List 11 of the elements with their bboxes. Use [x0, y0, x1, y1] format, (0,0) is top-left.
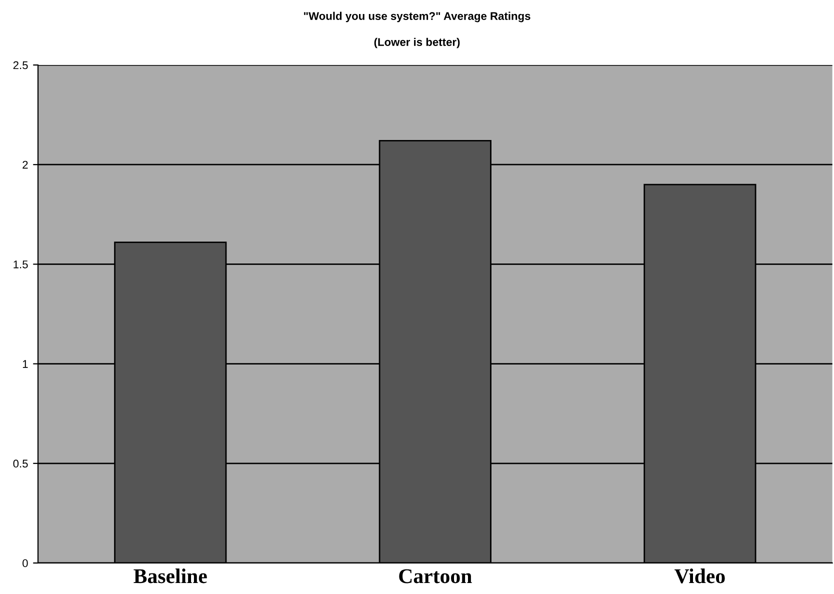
y-tick-label: 1.5 [14, 260, 28, 268]
chart-title: "Would you use system?" Average Ratings [304, 12, 530, 22]
y-tick-label: 2 [22, 160, 28, 169]
y-tick-label: 2.5 [13, 61, 28, 70]
chart-subtitle: (Lower is better) [374, 38, 460, 48]
y-tick-label: 1 [22, 360, 28, 368]
y-tick-label: 0.5 [13, 460, 28, 468]
x-tick-label: Baseline [134, 568, 207, 584]
x-tick-label: Cartoon [399, 569, 472, 584]
y-tick-label: 0 [22, 559, 28, 568]
x-tick-label: Video [674, 568, 725, 584]
